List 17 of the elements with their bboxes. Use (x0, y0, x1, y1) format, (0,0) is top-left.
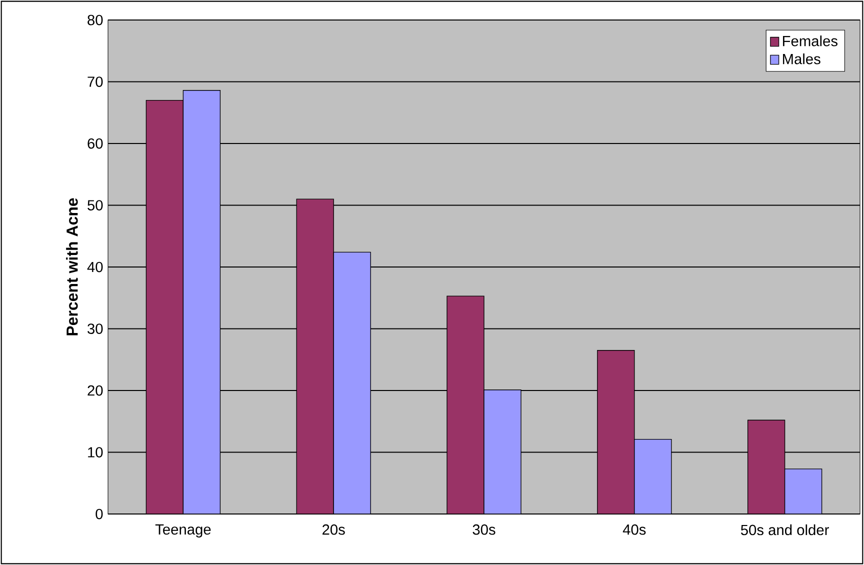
y-tick-label: 30 (88, 324, 103, 334)
y-tick-label: 40 (87, 262, 103, 272)
y-axis-title: Percent with Acne (66, 198, 78, 336)
x-tick-label: 20s (322, 524, 345, 535)
x-tick-label: 40s (622, 524, 646, 535)
y-tick-label: 50 (88, 200, 103, 210)
x-tick-label: 50s and older (740, 524, 829, 536)
y-tick-label: 0 (96, 508, 103, 520)
y-tick-label: 10 (88, 447, 103, 458)
x-tick-label: Teenage (155, 524, 211, 538)
legend-label: Males (782, 53, 820, 64)
legend-label: Females (782, 35, 838, 46)
y-tick-label: 20 (88, 385, 103, 396)
y-tick-label: 70 (88, 76, 103, 87)
y-tick-label: 60 (88, 138, 103, 149)
x-tick-label: 30s (472, 524, 496, 535)
y-tick-label: 80 (88, 14, 103, 26)
